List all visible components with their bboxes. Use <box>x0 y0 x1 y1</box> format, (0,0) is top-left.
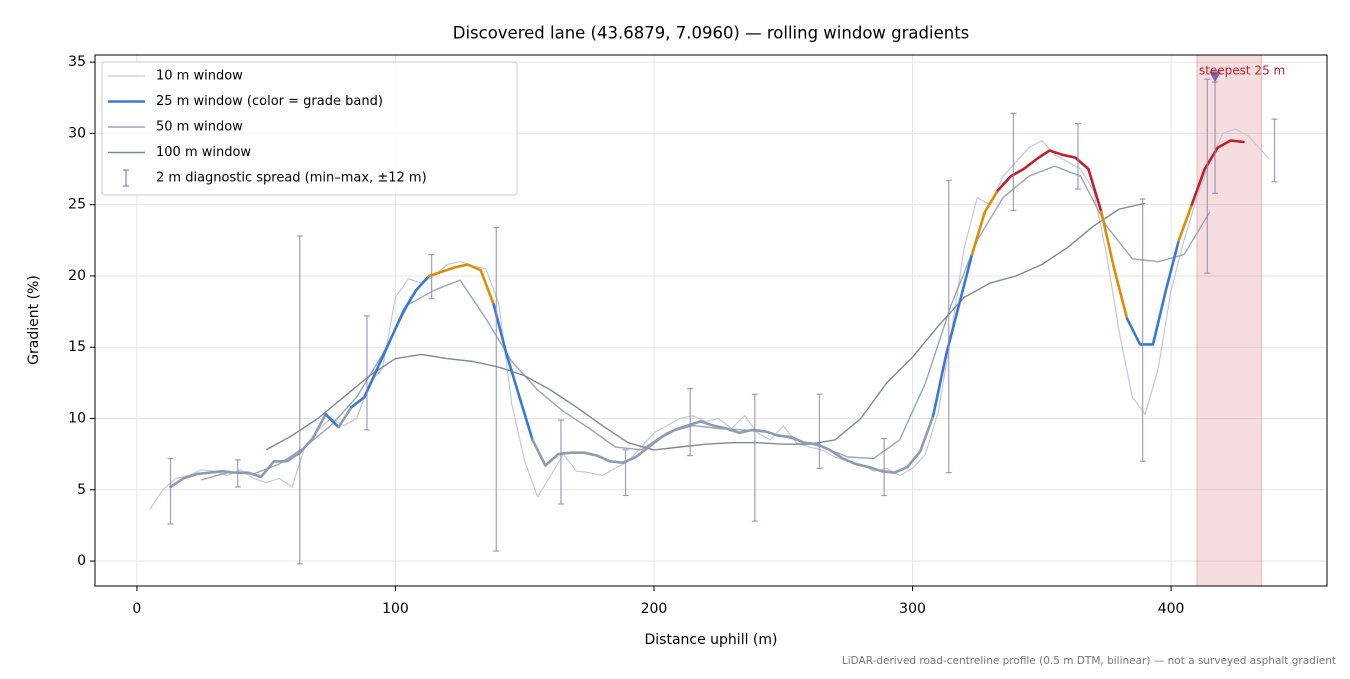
error-bar <box>687 387 694 457</box>
series-line-band <box>350 274 431 409</box>
series-line-band <box>1100 210 1129 320</box>
axes: 0 100 200 300 400 0 5 10 15 20 25 30 35 <box>68 54 1184 617</box>
steepest-window <box>1196 55 1263 586</box>
legend: 10 m window 25 m window (color = grade ba… <box>101 61 518 196</box>
y-tick-label: 15 <box>68 339 86 355</box>
error-bar <box>167 457 174 525</box>
error-bar <box>945 179 952 474</box>
steepest-marker <box>1209 71 1222 83</box>
series-line-band <box>931 253 974 417</box>
y-tick-label: 30 <box>68 125 86 141</box>
x-tick-label: 100 <box>382 601 409 617</box>
series-line-band <box>427 263 495 306</box>
series-line-band <box>492 303 534 442</box>
error-bar <box>296 235 303 565</box>
x-tick-label: 300 <box>899 601 926 617</box>
y-tick-label: 0 <box>77 553 86 569</box>
y-axis-label: Gradient (%) <box>26 275 42 365</box>
series-line-band <box>1125 239 1181 346</box>
series-line <box>149 128 1270 511</box>
y-tick-label: 25 <box>68 197 86 213</box>
x-axis-label: Distance uphill (m) <box>645 632 778 648</box>
error-bar <box>234 459 241 488</box>
series-line-band <box>996 149 1103 214</box>
legend-label: 2 m diagnostic spread (min–max, ±12 m) <box>156 171 427 186</box>
error-bar <box>1010 112 1017 211</box>
legend-label: 50 m window <box>156 120 243 135</box>
error-bar <box>493 226 500 552</box>
footnote: LiDAR-derived road-centreline profile (0… <box>842 655 1336 667</box>
legend-box <box>101 61 518 196</box>
y-tick-label: 35 <box>68 54 86 70</box>
error-bar <box>622 449 629 497</box>
series-line-band <box>1190 139 1245 206</box>
x-tick-label: 200 <box>641 601 668 617</box>
error-bar <box>363 315 370 431</box>
error-bar <box>1204 78 1211 274</box>
y-tick-label: 10 <box>68 411 86 427</box>
x-tick-label: 400 <box>1158 601 1185 617</box>
y-tick-label: 20 <box>68 268 86 284</box>
chart-title: Discovered lane (43.6879, 7.0960) — roll… <box>453 24 970 43</box>
error-bar <box>816 393 823 469</box>
error-bar <box>751 393 758 522</box>
error-bar <box>557 419 564 505</box>
plot-area <box>149 55 1278 586</box>
axes-frame <box>94 54 1328 587</box>
series-line-band <box>324 412 340 429</box>
steepest-label: steepest 25 m <box>1199 64 1285 78</box>
error-bar <box>1271 118 1278 183</box>
legend-label: 100 m window <box>156 145 251 160</box>
error-bar <box>1075 122 1082 190</box>
y-tick-label: 5 <box>77 482 86 498</box>
legend-label: 25 m window (color = grade band) <box>156 94 383 109</box>
series-line <box>265 202 1146 451</box>
error-bar <box>1139 198 1146 462</box>
legend-label: 10 m window <box>156 69 243 84</box>
series-line-band <box>337 405 353 429</box>
series-line-band <box>970 189 1000 256</box>
error-bar <box>881 437 888 497</box>
series-line-band <box>1177 203 1194 242</box>
x-tick-label: 0 <box>132 601 141 617</box>
series-line-band <box>531 414 935 474</box>
error-bar <box>428 253 435 300</box>
